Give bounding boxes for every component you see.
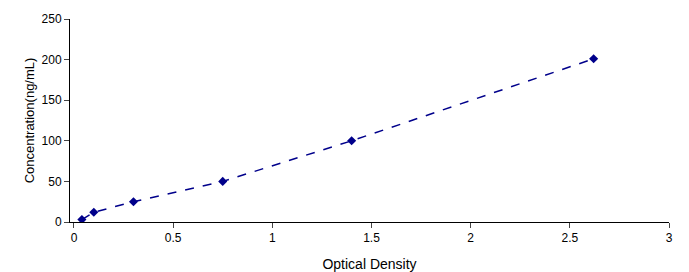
- svg-text:250: 250: [42, 12, 62, 26]
- svg-text:1: 1: [269, 231, 276, 245]
- svg-text:50: 50: [48, 175, 62, 189]
- svg-text:1.5: 1.5: [363, 231, 380, 245]
- svg-text:2: 2: [467, 231, 474, 245]
- svg-text:200: 200: [42, 53, 62, 67]
- svg-text:150: 150: [42, 93, 62, 107]
- svg-text:100: 100: [42, 134, 62, 148]
- svg-text:0: 0: [71, 231, 78, 245]
- svg-text:2.5: 2.5: [561, 231, 578, 245]
- svg-text:Optical Density: Optical Density: [322, 256, 416, 272]
- svg-text:3: 3: [666, 231, 673, 245]
- svg-text:0.5: 0.5: [165, 231, 182, 245]
- svg-text:0: 0: [55, 215, 62, 229]
- svg-text:Concentration(ng/mL): Concentration(ng/mL): [22, 58, 37, 184]
